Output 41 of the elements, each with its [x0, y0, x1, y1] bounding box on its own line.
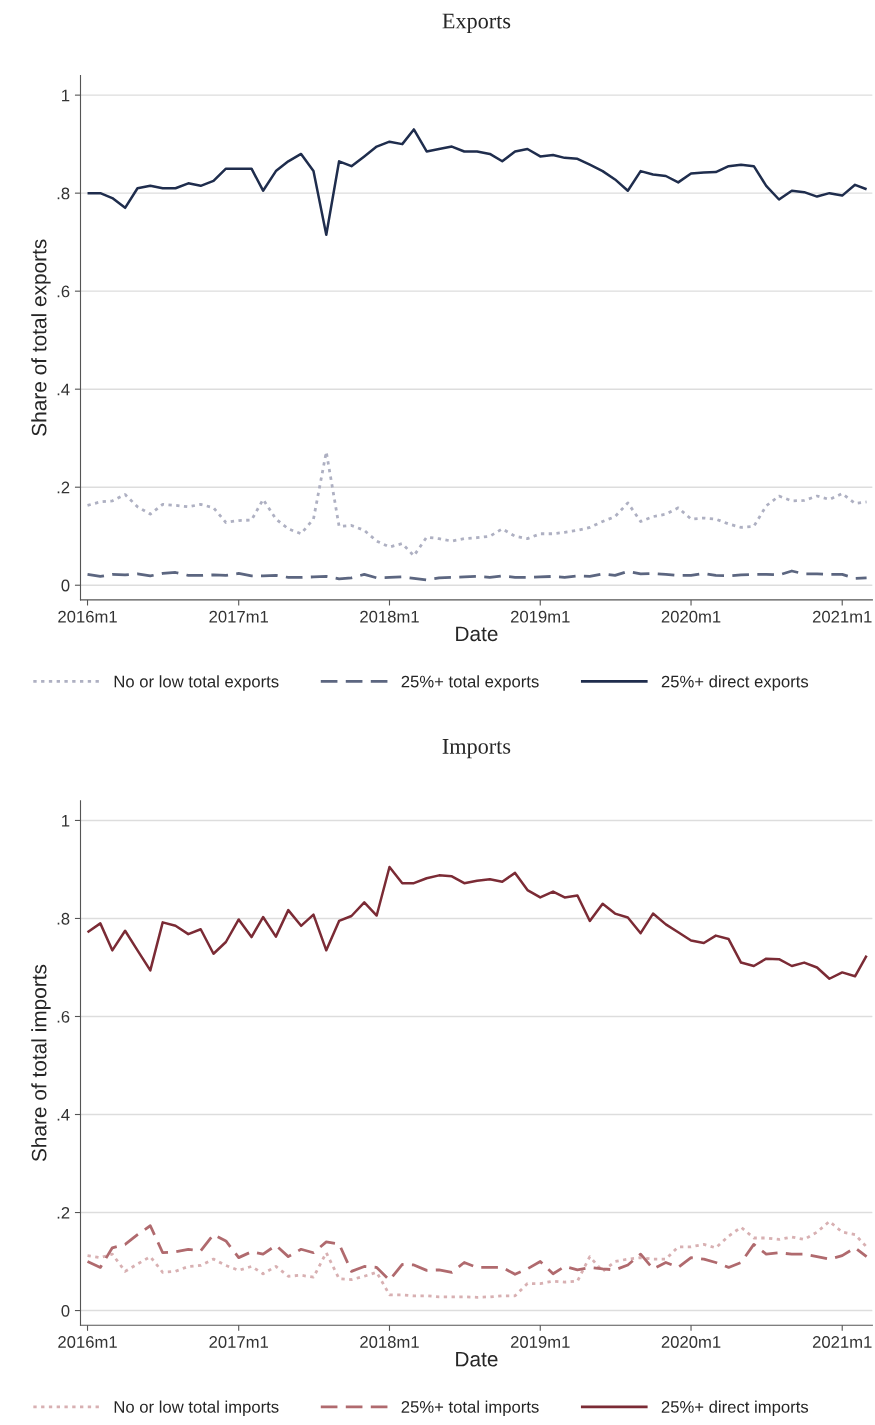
y-tick-label: .8: [57, 187, 70, 200]
x-tick-label: 2018m1: [360, 1336, 419, 1348]
legend-label: No or low total imports: [114, 1400, 279, 1417]
legend-label: 25%+ direct exports: [661, 675, 809, 691]
legend-label: 25%+ total imports: [401, 1400, 539, 1417]
chart-title: Imports: [442, 739, 511, 759]
y-axis-title: Share of total imports: [31, 964, 51, 1162]
line-series: [86, 450, 868, 558]
legend-label: 25%+ total exports: [401, 675, 539, 691]
x-tick-label: 2016m1: [58, 610, 117, 623]
y-axis-title: Share of total exports: [31, 239, 51, 436]
line-series: [86, 128, 868, 237]
y-tick-label: 0: [61, 1304, 70, 1317]
line-series: [86, 1219, 868, 1299]
x-tick-label: 2018m1: [360, 610, 419, 623]
x-axis-title: Date: [456, 626, 498, 642]
y-tick-label: 1: [62, 815, 70, 827]
x-tick-label: 2017m1: [209, 610, 269, 623]
x-tick-label: 2017m1: [209, 1336, 269, 1348]
y-tick-label: .6: [57, 285, 70, 298]
y-tick-label: .8: [57, 912, 70, 925]
y-tick-label: 1: [62, 89, 70, 102]
x-tick-label: 2020m1: [661, 1336, 721, 1348]
chart-title: Exports: [442, 13, 511, 34]
y-tick-label: 0: [61, 579, 70, 592]
y-tick-label: .4: [57, 1109, 70, 1121]
x-tick-label: 2021m1: [812, 610, 872, 623]
line-series: [86, 865, 868, 980]
line-series: [86, 569, 868, 582]
y-tick-label: .2: [57, 481, 70, 494]
legend-label: No or low total exports: [114, 675, 279, 691]
y-tick-label: .2: [57, 1206, 70, 1219]
x-tick-label: 2019m1: [510, 610, 570, 623]
x-axis-title: Date: [456, 1351, 498, 1367]
y-tick-label: .6: [57, 1010, 70, 1023]
x-tick-label: 2020m1: [661, 610, 721, 623]
y-tick-label: .4: [57, 383, 70, 396]
x-tick-label: 2021m1: [812, 1336, 872, 1348]
x-tick-label: 2019m1: [510, 1336, 570, 1348]
x-tick-label: 2016m1: [58, 1336, 117, 1348]
legend-label: 25%+ direct imports: [661, 1400, 809, 1417]
